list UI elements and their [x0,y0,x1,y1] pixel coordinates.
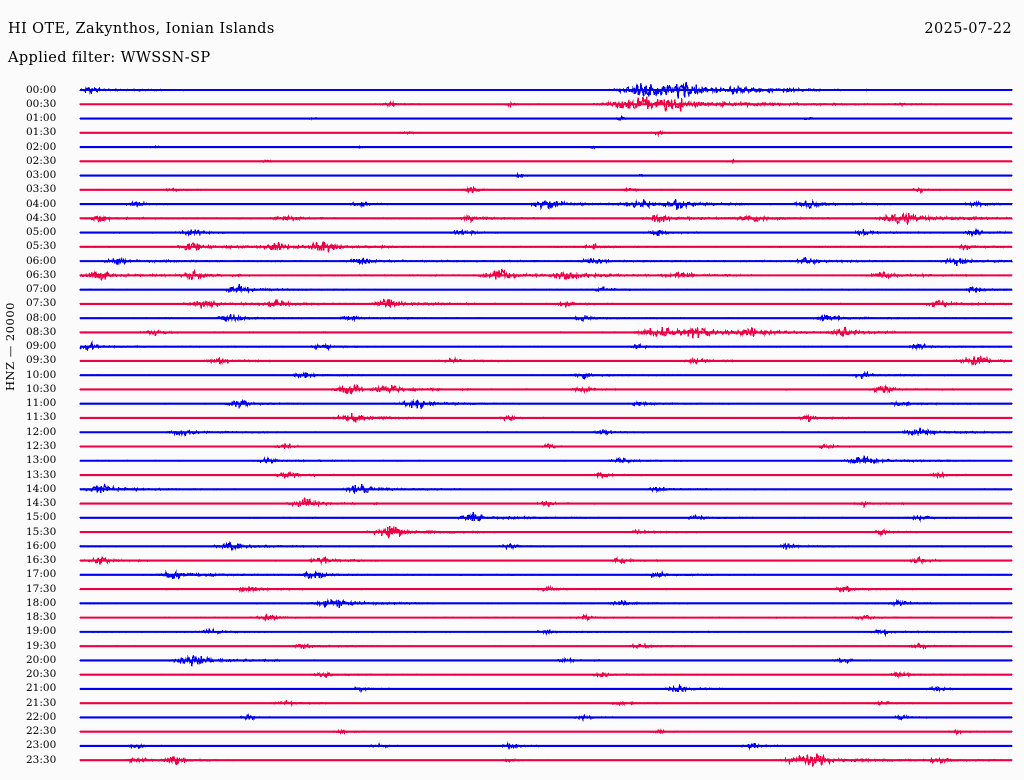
time-label: 17:30 [26,582,57,595]
time-label: 01:30 [26,126,57,139]
time-label: 20:00 [26,653,57,666]
time-label: 06:00 [26,254,57,267]
time-label: 16:30 [26,554,57,567]
time-label: 02:30 [26,154,57,167]
time-label: 07:30 [26,297,57,310]
time-label: 06:30 [26,268,57,281]
time-label: 20:30 [26,668,57,681]
time-label: 09:00 [26,340,57,353]
seismogram-traces [79,81,1013,768]
time-label: 15:30 [26,525,57,538]
time-label: 04:30 [26,211,57,224]
time-label: 11:00 [26,397,57,410]
time-label: 18:00 [26,596,57,609]
trace-line [79,497,1013,509]
time-label: 03:30 [26,183,57,196]
time-label: 17:00 [26,568,57,581]
time-label: 21:00 [26,682,57,695]
page-title: HI OTE, Zakynthos, Ionian Islands [8,21,275,37]
time-label: 05:00 [26,226,57,239]
helicorder-plot: 00:00 00:30 01:00 01:30 02:00 02:30 03:00 03:30… [0,78,1024,773]
time-label: 19:30 [26,639,57,652]
time-label: 10:00 [26,368,57,381]
time-label: 22:00 [26,710,57,723]
time-label: 04:00 [26,197,57,210]
time-label: 05:30 [26,240,57,253]
time-label: 08:30 [26,325,57,338]
trace-line [79,511,1013,523]
time-label: 13:00 [26,454,57,467]
time-label: 21:30 [26,696,57,709]
time-label: 23:00 [26,739,57,752]
time-label: 22:30 [26,725,57,738]
trace-line [79,284,1013,294]
time-label: 19:00 [26,625,57,638]
time-label: 03:00 [26,169,57,182]
time-label: 09:30 [26,354,57,367]
time-label: 13:30 [26,468,57,481]
time-label: 02:00 [26,140,57,153]
applied-filter-label: Applied filter: WWSSN-SP [8,50,211,66]
time-label: 14:00 [26,482,57,495]
time-label: 23:30 [26,753,57,766]
record-date: 2025-07-22 [924,21,1012,37]
time-label: 07:00 [26,283,57,296]
time-label: 11:30 [26,411,57,424]
time-label: 15:00 [26,511,57,524]
time-label: 00:30 [26,97,57,110]
time-label: 01:00 [26,112,57,125]
time-label: 14:30 [26,497,57,510]
time-label: 18:30 [26,611,57,624]
time-label: 08:00 [26,311,57,324]
time-label: 16:00 [26,539,57,552]
time-label: 12:00 [26,425,57,438]
time-label: 10:30 [26,382,57,395]
time-label: 12:30 [26,440,57,452]
time-label: 00:00 [26,83,57,96]
